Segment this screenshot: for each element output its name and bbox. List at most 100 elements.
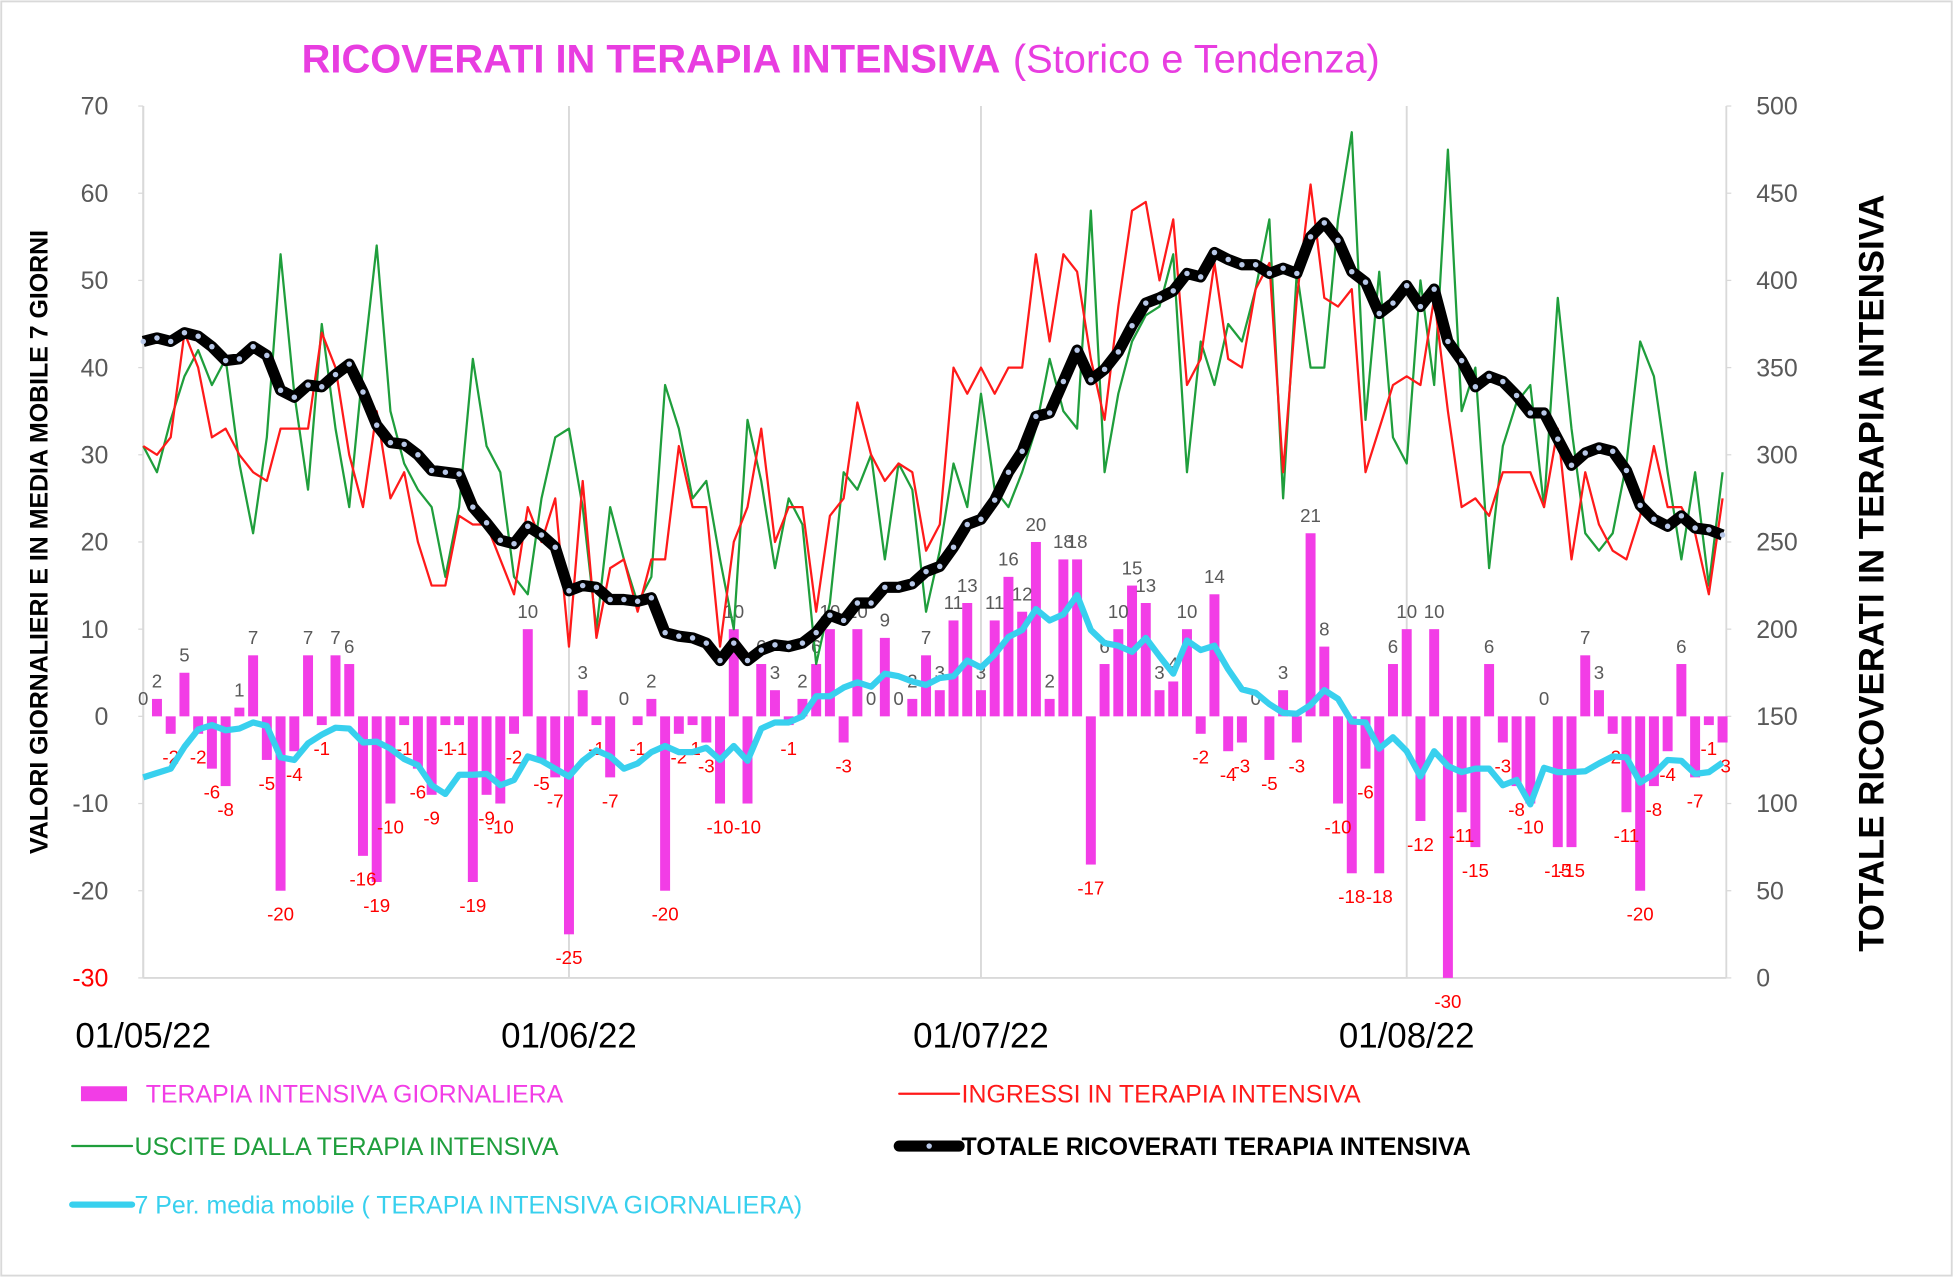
- series-marker: [1266, 270, 1273, 277]
- bar: [467, 716, 478, 883]
- bar: [1374, 716, 1385, 874]
- legend-label: TOTALE RICOVERATI TERAPIA INTENSIVA: [962, 1133, 1471, 1161]
- bar: [1264, 716, 1275, 760]
- bar: [989, 620, 1000, 717]
- data-label: 3: [935, 662, 945, 683]
- bar: [1072, 559, 1083, 717]
- data-label: -7: [602, 790, 619, 811]
- series-marker: [978, 516, 984, 523]
- series-marker: [648, 595, 655, 601]
- series-marker: [703, 640, 710, 646]
- series-marker: [717, 657, 723, 664]
- bar: [1360, 716, 1371, 769]
- y-tick-label: -20: [72, 877, 108, 905]
- data-label: 0: [1250, 688, 1260, 709]
- data-label: -10: [487, 816, 514, 837]
- data-label: 0: [893, 688, 903, 709]
- bar: [220, 716, 231, 787]
- data-label: 8: [1319, 618, 1329, 639]
- series-marker: [1390, 300, 1396, 306]
- series-marker: [923, 568, 929, 575]
- series-line: [142, 592, 1725, 808]
- y-tick-label: 20: [81, 529, 109, 557]
- y2-tick-label: 50: [1756, 877, 1784, 905]
- series-marker: [662, 629, 668, 636]
- series-marker: [222, 357, 229, 364]
- bar: [1058, 559, 1069, 717]
- series-marker: [827, 612, 833, 618]
- bar: [371, 716, 382, 883]
- data-label: 10: [1177, 601, 1198, 622]
- series-marker: [1472, 384, 1479, 390]
- bar: [1387, 664, 1398, 717]
- series-marker: [1527, 410, 1534, 416]
- series-marker: [1678, 513, 1685, 519]
- bar: [1621, 716, 1632, 813]
- bar: [1140, 603, 1151, 717]
- data-label: -2: [506, 747, 523, 768]
- series-marker: [1445, 338, 1451, 345]
- series-marker: [772, 642, 778, 648]
- series-marker: [511, 540, 517, 547]
- data-label: -6: [1357, 782, 1374, 803]
- series-marker: [909, 581, 916, 587]
- bar: [1429, 629, 1440, 717]
- data-label: 6: [1676, 636, 1686, 657]
- series-marker: [1225, 256, 1231, 263]
- data-label: 13: [1135, 575, 1156, 596]
- series-marker: [140, 338, 146, 345]
- data-label: 6: [1099, 636, 1109, 657]
- bar: [701, 716, 712, 743]
- bar: [275, 716, 286, 891]
- bar: [1676, 664, 1687, 717]
- bar: [550, 716, 561, 778]
- data-label: -10: [1517, 816, 1544, 837]
- data-label: 3: [976, 662, 986, 683]
- bar: [412, 716, 423, 769]
- data-label: 7: [248, 627, 258, 648]
- data-label: 2: [152, 671, 162, 692]
- bar: [728, 629, 739, 717]
- data-label: -15: [1544, 860, 1571, 881]
- data-label: 18: [1067, 531, 1088, 552]
- series-marker: [937, 563, 943, 570]
- data-label: -10: [707, 816, 734, 837]
- data-label: 3: [1278, 662, 1288, 683]
- series-marker: [1719, 532, 1726, 538]
- series-marker: [319, 384, 325, 390]
- series-marker: [470, 504, 476, 510]
- bar: [1703, 716, 1714, 726]
- series-marker: [634, 598, 641, 604]
- data-label: 21: [1300, 505, 1321, 526]
- data-label: -4: [1659, 764, 1676, 785]
- data-label: -20: [652, 904, 679, 925]
- series-marker: [1060, 378, 1067, 385]
- legend-swatch: [80, 1086, 128, 1102]
- data-label: 16: [998, 549, 1019, 570]
- bar: [824, 629, 835, 717]
- data-label: 2: [646, 671, 656, 692]
- data-label: -17: [1077, 877, 1104, 898]
- data-label: 14: [1204, 566, 1225, 587]
- bar: [495, 716, 506, 804]
- series-marker: [1115, 349, 1122, 355]
- series-marker: [1280, 265, 1286, 271]
- series-marker: [1129, 323, 1135, 329]
- data-label: 3: [770, 662, 780, 683]
- x-tick-label: 01/07/22: [913, 1017, 1049, 1056]
- series-marker: [538, 532, 545, 538]
- data-label: 4: [1168, 653, 1178, 674]
- y2-tick-label: 250: [1756, 529, 1798, 557]
- bar: [1497, 716, 1508, 743]
- bar: [454, 716, 465, 726]
- bar: [316, 716, 327, 726]
- series-marker: [332, 371, 339, 378]
- bar: [357, 716, 368, 856]
- series-marker: [799, 640, 806, 646]
- data-label: 0: [866, 688, 876, 709]
- data-label: 0: [1539, 688, 1549, 709]
- series-marker: [1197, 274, 1204, 280]
- series-marker: [731, 640, 737, 646]
- bar: [1195, 716, 1206, 734]
- bar: [1470, 716, 1481, 848]
